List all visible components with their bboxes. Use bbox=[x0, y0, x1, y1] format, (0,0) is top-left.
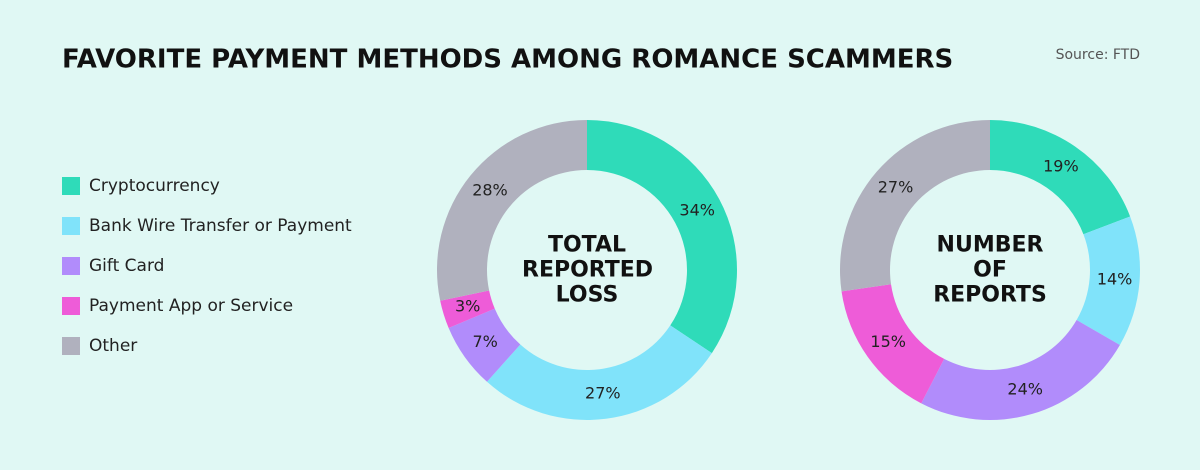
data-label: 34% bbox=[679, 200, 715, 219]
donut-center-title: TOTAL REPORTED LOSS bbox=[522, 232, 654, 308]
donut-center-title: NUMBER OF REPORTS bbox=[933, 232, 1047, 308]
donut-slice bbox=[587, 120, 738, 354]
legend-swatch bbox=[62, 257, 80, 275]
donut-slice bbox=[440, 290, 495, 328]
data-label: 27% bbox=[585, 383, 621, 402]
data-label: 19% bbox=[1043, 157, 1079, 176]
data-label: 3% bbox=[455, 297, 480, 316]
data-label: 27% bbox=[878, 178, 914, 197]
legend-label: Gift Card bbox=[89, 256, 164, 276]
data-label: 15% bbox=[870, 332, 906, 351]
donut-slice bbox=[486, 325, 712, 420]
legend-label: Other bbox=[89, 336, 137, 356]
donut-slice bbox=[990, 120, 1131, 235]
data-label: 7% bbox=[472, 332, 497, 351]
donut-slice bbox=[840, 120, 990, 292]
donut-slice bbox=[1076, 216, 1140, 345]
chart-title: FAVORITE PAYMENT METHODS AMONG ROMANCE S… bbox=[62, 45, 953, 75]
data-label: 28% bbox=[472, 181, 508, 200]
legend-label: Payment App or Service bbox=[89, 296, 293, 316]
donut-slice bbox=[921, 320, 1120, 420]
donut-slice bbox=[436, 120, 587, 301]
data-label: 14% bbox=[1097, 269, 1133, 288]
legend-swatch bbox=[62, 297, 80, 315]
donut-slice bbox=[448, 308, 521, 382]
legend-swatch bbox=[62, 337, 80, 355]
legend-swatch bbox=[62, 217, 80, 235]
legend-label: Bank Wire Transfer or Payment bbox=[89, 216, 352, 236]
donut-slice bbox=[841, 284, 945, 404]
legend-label: Cryptocurrency bbox=[89, 176, 220, 196]
legend-swatch bbox=[62, 177, 80, 195]
data-label: 24% bbox=[1007, 379, 1043, 398]
source: Source: FTD bbox=[1056, 47, 1140, 63]
